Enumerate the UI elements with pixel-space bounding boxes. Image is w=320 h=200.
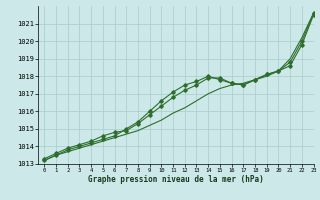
X-axis label: Graphe pression niveau de la mer (hPa): Graphe pression niveau de la mer (hPa) <box>88 175 264 184</box>
